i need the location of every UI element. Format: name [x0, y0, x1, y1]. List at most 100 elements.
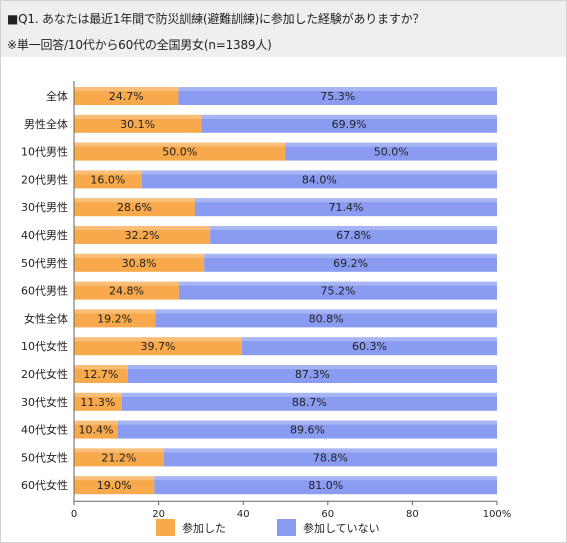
bar-highlight — [141, 170, 497, 175]
bar-not-participated — [204, 253, 497, 272]
data-label: 19.2% — [97, 312, 132, 325]
bar-highlight — [74, 253, 205, 258]
category-label: 20代女性 — [21, 367, 68, 381]
data-label: 78.8% — [313, 451, 348, 464]
bar-not-participated — [155, 309, 497, 328]
bar-highlight — [74, 337, 242, 342]
bar-highlight — [74, 87, 179, 91]
data-label: 30.1% — [120, 118, 155, 131]
x-tick-label: 60 — [321, 509, 334, 520]
bar-highlight — [178, 281, 498, 286]
data-label: 24.7% — [109, 90, 144, 103]
data-label: 81.0% — [308, 479, 343, 492]
category-label: 60代男性 — [21, 284, 68, 298]
data-label: 89.6% — [290, 424, 325, 437]
bar-not-participated — [178, 281, 498, 300]
data-label: 50.0% — [162, 146, 197, 159]
bar-not-participated — [201, 114, 497, 133]
x-tick-label: 20 — [152, 509, 165, 520]
data-label: 84.0% — [302, 173, 337, 186]
bar-highlight — [74, 142, 286, 147]
data-label: 10.4% — [79, 424, 114, 437]
data-label: 75.3% — [320, 90, 355, 103]
bar-participated — [74, 142, 286, 161]
legend-swatch — [277, 519, 296, 536]
bar-highlight — [74, 309, 156, 314]
data-label: 19.0% — [97, 479, 132, 492]
bar-highlight — [121, 392, 497, 397]
bar-highlight — [241, 337, 497, 342]
data-label: 39.7% — [140, 340, 175, 353]
bar-not-participated — [178, 87, 497, 105]
category-label: 60代女性 — [21, 478, 68, 492]
legend: 参加した 参加していない — [156, 519, 380, 536]
bar-highlight — [74, 392, 122, 397]
survey-note: ※単一回答/10代から60代の全国男女(n=1389人) — [7, 38, 272, 52]
data-label: 24.8% — [109, 285, 144, 298]
bar-highlight — [201, 114, 497, 119]
category-label: 40代女性 — [21, 423, 68, 437]
category-label: 20代男性 — [21, 172, 68, 186]
x-tick-label: 0 — [71, 509, 77, 520]
bar-highlight — [154, 476, 497, 481]
bar-participated — [74, 170, 142, 189]
category-label: 50代女性 — [21, 450, 68, 464]
category-label: 30代女性 — [21, 395, 68, 409]
x-tick-label: 40 — [237, 509, 250, 520]
data-label: 69.2% — [333, 257, 368, 270]
bar-highlight — [117, 420, 497, 425]
category-label: 10代男性 — [21, 145, 68, 159]
bar-participated — [74, 87, 179, 105]
bar-participated — [74, 281, 179, 300]
data-label: 21.2% — [101, 451, 136, 464]
category-label: 10代女性 — [21, 339, 68, 353]
bar-not-participated — [127, 365, 497, 383]
bar-not-participated — [210, 226, 497, 244]
data-label: 67.8% — [336, 229, 371, 242]
bar-highlight — [285, 142, 497, 147]
bar-participated — [74, 392, 122, 411]
bar-highlight — [74, 448, 164, 453]
question-text: ■Q1. あなたは最近1年間で防災訓練(避難訓練)に参加した経験がありますか？ — [7, 12, 425, 26]
data-label: 60.3% — [352, 340, 387, 353]
x-tick-label: 100% — [483, 509, 512, 520]
data-label: 75.2% — [320, 285, 355, 298]
category-label: 全体 — [46, 89, 68, 103]
bar-not-participated — [141, 170, 497, 189]
data-label: 16.0% — [90, 173, 125, 186]
bar-participated — [74, 420, 118, 439]
legend-swatch — [156, 519, 175, 536]
bar-highlight — [163, 448, 497, 453]
bar-highlight — [74, 420, 118, 425]
bar-highlight — [155, 309, 497, 314]
data-label: 80.8% — [309, 312, 344, 325]
bar-not-participated — [163, 448, 497, 467]
bar-area: 全体 24.7% 75.3% 男性全体 30.1% 69.9% 10代男性 50.0% 50.0… — [21, 87, 498, 495]
bar-participated — [74, 309, 156, 328]
bar-highlight — [210, 226, 497, 230]
legend-label: 参加していない — [303, 521, 380, 535]
bar-participated — [74, 365, 128, 383]
bar-highlight — [127, 365, 497, 369]
bar-not-participated — [117, 420, 497, 439]
category-label: 女性全体 — [24, 311, 68, 325]
bar-highlight — [74, 476, 155, 481]
data-label: 71.4% — [329, 201, 364, 214]
x-axis: 0 20 40 60 80 100% — [71, 81, 511, 520]
bar-highlight — [74, 226, 211, 230]
category-label: 50代男性 — [21, 256, 68, 270]
category-label: 40代男性 — [21, 228, 68, 242]
data-label: 11.3% — [80, 396, 115, 409]
bar-not-participated — [194, 198, 497, 217]
bar-participated — [74, 114, 202, 133]
x-tick-label: 80 — [406, 509, 419, 520]
data-label: 69.9% — [332, 118, 367, 131]
bar-highlight — [74, 170, 142, 175]
bar-not-participated — [241, 337, 497, 356]
data-label: 12.7% — [83, 368, 118, 381]
bar-participated — [74, 253, 205, 272]
bar-highlight — [194, 198, 497, 203]
data-label: 32.2% — [125, 229, 160, 242]
data-label: 87.3% — [295, 368, 330, 381]
